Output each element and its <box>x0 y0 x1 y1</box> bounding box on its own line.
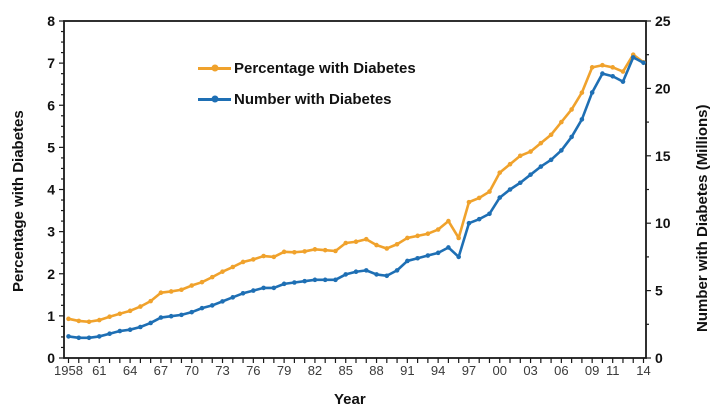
svg-text:8: 8 <box>47 13 55 29</box>
legend-marker-percentage-icon <box>211 64 218 72</box>
svg-text:67: 67 <box>154 363 168 378</box>
svg-text:88: 88 <box>369 363 383 378</box>
svg-text:1: 1 <box>47 308 55 324</box>
svg-text:73: 73 <box>215 363 229 378</box>
svg-text:15: 15 <box>655 148 671 164</box>
x-axis-title: Year <box>334 391 366 408</box>
svg-text:64: 64 <box>123 363 137 378</box>
legend-marker-number-icon <box>211 95 218 103</box>
svg-text:10: 10 <box>655 215 671 231</box>
svg-text:91: 91 <box>400 363 414 378</box>
svg-text:70: 70 <box>184 363 198 378</box>
svg-text:4: 4 <box>47 182 55 198</box>
svg-text:06: 06 <box>554 363 568 378</box>
svg-text:25: 25 <box>655 13 671 29</box>
svg-text:76: 76 <box>246 363 260 378</box>
legend-line-percentage-icon <box>198 64 231 72</box>
svg-text:5: 5 <box>47 139 55 155</box>
svg-text:94: 94 <box>431 363 445 378</box>
legend-label-percentage: Percentage with Diabetes <box>234 59 416 77</box>
svg-text:7: 7 <box>47 55 55 71</box>
left-axis-title: Percentage with Diabetes <box>10 110 27 292</box>
legend-item-number: Number with Diabetes <box>198 89 416 109</box>
chart-legend: Percentage with Diabetes Number with Dia… <box>198 58 416 120</box>
svg-text:2: 2 <box>47 266 55 282</box>
svg-text:79: 79 <box>277 363 291 378</box>
legend-label-number: Number with Diabetes <box>234 90 392 108</box>
svg-text:5: 5 <box>655 283 663 299</box>
svg-text:6: 6 <box>47 97 55 113</box>
svg-text:61: 61 <box>92 363 106 378</box>
svg-text:00: 00 <box>493 363 507 378</box>
svg-text:11: 11 <box>606 363 620 378</box>
svg-text:3: 3 <box>47 224 55 240</box>
svg-text:82: 82 <box>308 363 322 378</box>
svg-text:1958: 1958 <box>54 363 83 378</box>
svg-text:09: 09 <box>585 363 599 378</box>
svg-text:03: 03 <box>523 363 537 378</box>
svg-text:0: 0 <box>47 350 55 366</box>
svg-text:85: 85 <box>338 363 352 378</box>
legend-line-number-icon <box>198 95 231 103</box>
right-axis-title: Number with Diabetes (Millions) <box>694 104 711 332</box>
svg-text:97: 97 <box>462 363 476 378</box>
svg-text:20: 20 <box>655 80 671 96</box>
legend-item-percentage: Percentage with Diabetes <box>198 58 416 78</box>
svg-text:0: 0 <box>655 350 663 366</box>
svg-text:14: 14 <box>636 363 650 378</box>
